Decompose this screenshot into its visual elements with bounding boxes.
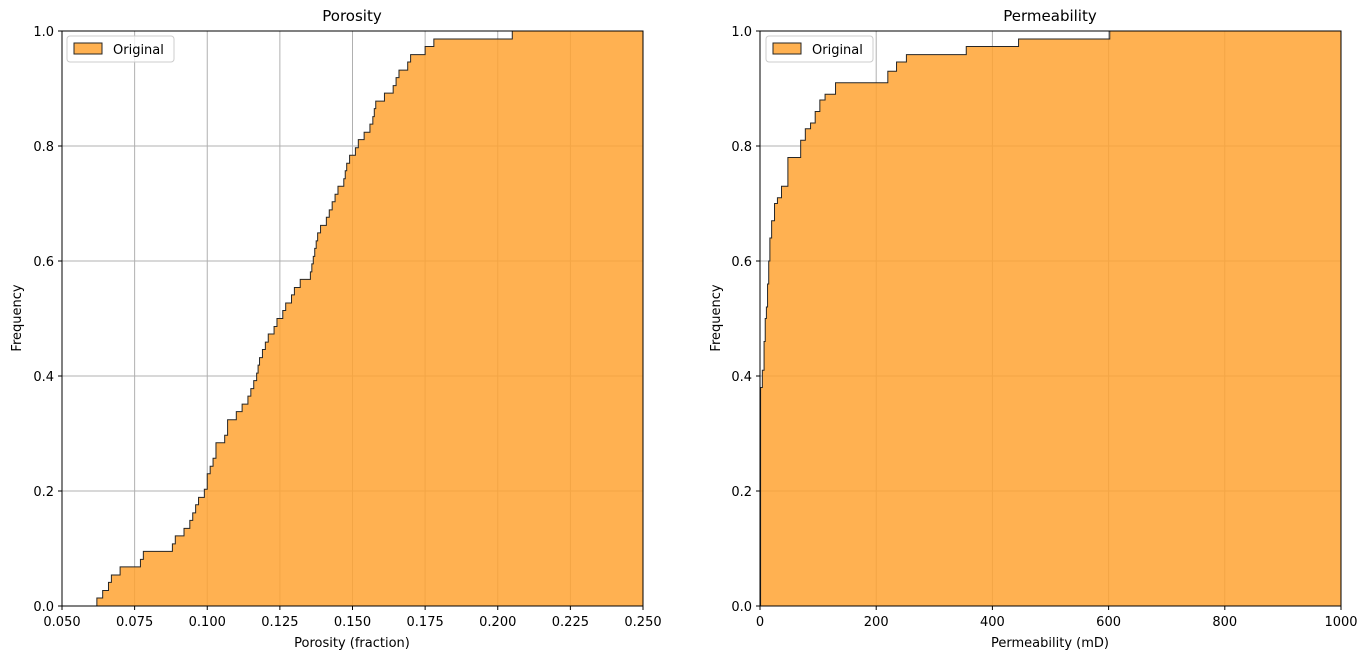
- x-tick-label: 400: [980, 615, 1005, 630]
- x-tick-label: 0.075: [116, 615, 153, 630]
- y-tick-label: 0.2: [33, 485, 54, 500]
- legend: Original: [66, 35, 175, 63]
- y-tick-label: 1.0: [731, 25, 752, 40]
- y-tick-label: 0.0: [33, 600, 54, 615]
- legend-label: Original: [113, 43, 164, 58]
- plot-frame: [759, 30, 1342, 607]
- y-tick-label: 0.8: [33, 140, 54, 155]
- chart-title: Porosity: [322, 7, 382, 25]
- y-axis-label: Frequency: [709, 284, 724, 351]
- y-tick-label: 0.6: [33, 255, 54, 270]
- y-tick-label: 0.4: [731, 370, 752, 385]
- x-axis-label: Porosity (fraction): [294, 636, 410, 651]
- x-tick-label: 800: [1212, 615, 1237, 630]
- legend: Original: [765, 35, 874, 63]
- y-tick-label: 1.0: [33, 25, 54, 40]
- ticks: 0.050 0.075 0.100 0.125 0.150 0.175 0.200 0.225…: [33, 25, 661, 630]
- chart-title: Permeability: [1003, 7, 1097, 25]
- x-tick-label: 200: [864, 615, 889, 630]
- x-tick-label: 0.050: [43, 615, 80, 630]
- y-tick-label: 0.2: [731, 485, 752, 500]
- x-tick-label: 0.250: [624, 615, 661, 630]
- y-tick-label: 0.6: [731, 255, 752, 270]
- axes-frame: [759, 30, 1342, 607]
- y-tick-label: 0.0: [731, 600, 752, 615]
- y-axis-label: Frequency: [10, 284, 25, 351]
- ticks: 0 200 400 600 800 1000 0.0 0.2 0.4 0.6 0.8 1.0: [731, 25, 1357, 630]
- y-tick-label: 0.4: [33, 370, 54, 385]
- x-tick-label: 0.175: [407, 615, 444, 630]
- legend-label: Original: [812, 43, 863, 58]
- cdf-area: [62, 30, 644, 607]
- series-area: [62, 30, 644, 607]
- series-area: [760, 30, 1342, 607]
- x-tick-label: 0.125: [261, 615, 298, 630]
- x-axis-label: Permeability (mD): [991, 636, 1109, 651]
- x-tick-label: 600: [1096, 615, 1121, 630]
- permeability-chart: Permeability 0 200 400 600 800 10000.00.20.40…: [709, 7, 1358, 651]
- x-tick-label: 1000: [1324, 615, 1357, 630]
- legend-swatch: [73, 42, 103, 55]
- cdf-area: [760, 30, 1342, 607]
- x-tick-label: 0.150: [334, 615, 371, 630]
- x-tick-label: 0.225: [552, 615, 589, 630]
- x-tick-label: 0.200: [479, 615, 516, 630]
- legend-swatch: [772, 42, 802, 55]
- porosity-chart: Porosity 0.050 0.075 0.100 0.125 0.150 0.175 0…: [10, 7, 662, 651]
- x-tick-label: 0.100: [189, 615, 226, 630]
- y-tick-label: 0.8: [731, 140, 752, 155]
- x-tick-label: 0: [756, 615, 764, 630]
